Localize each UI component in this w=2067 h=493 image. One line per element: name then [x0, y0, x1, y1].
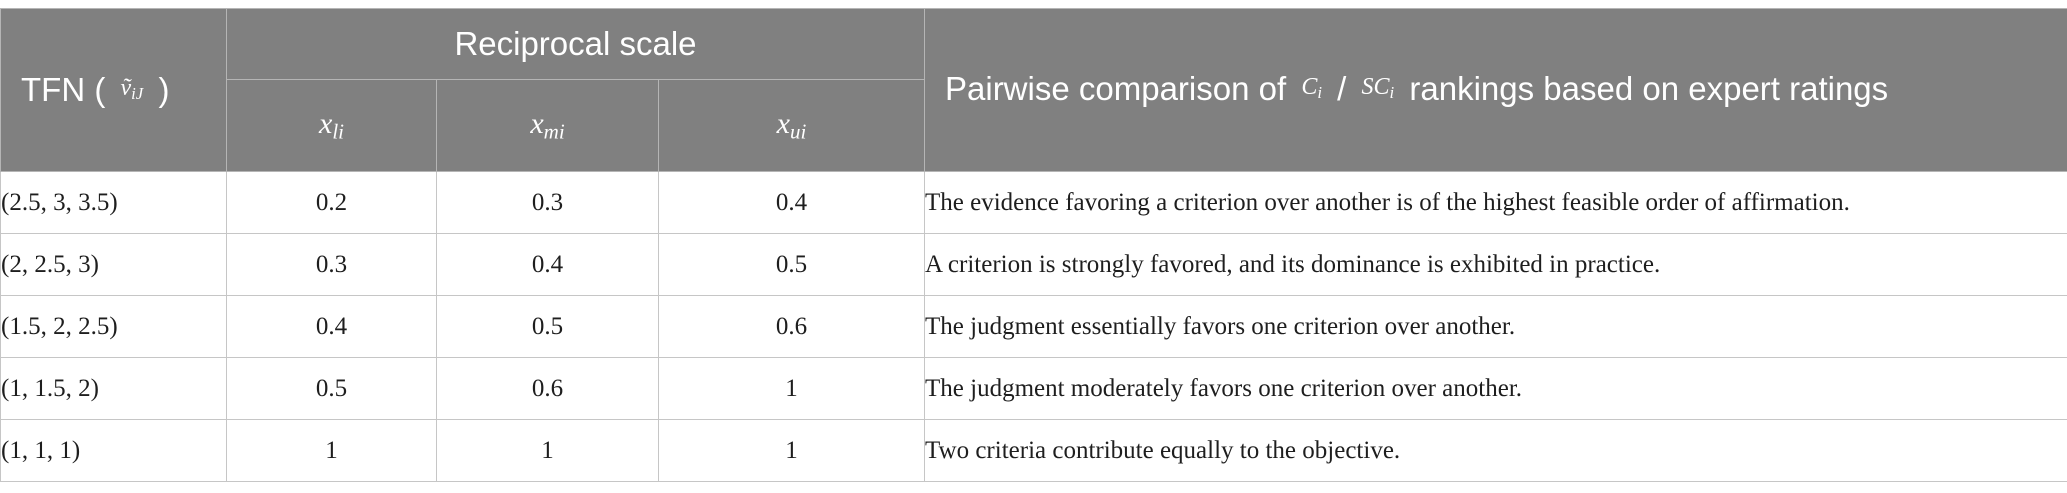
- c-symbol: Ci: [1295, 73, 1328, 103]
- tfn-cell: (1, 1, 1): [0, 419, 227, 482]
- reciprocal-scale-header: Reciprocal scale: [226, 8, 925, 80]
- xl-cell: 0.3: [226, 233, 437, 296]
- header-row-sub: xli xmi xui: [1, 79, 2067, 172]
- tfn-cell: (2, 2.5, 3): [0, 233, 227, 296]
- sc-symbol: SCi: [1356, 73, 1401, 103]
- xm-base: x: [530, 106, 544, 140]
- sc-symbol-sub: i: [1389, 83, 1395, 103]
- xl-cell: 0.2: [226, 171, 437, 234]
- description-cell: The judgment essentially favors one crit…: [924, 295, 2067, 358]
- tfn-label: TFN (: [21, 71, 106, 108]
- xm-symbol: xmi: [530, 106, 565, 144]
- xl-column-header: xli: [226, 79, 437, 172]
- xl-cell: 0.4: [226, 295, 437, 358]
- table-row: (2.5, 3, 3.5) 0.2 0.3 0.4 The evidence f…: [0, 171, 2067, 234]
- xl-base: x: [319, 106, 333, 140]
- xm-sub: mi: [543, 119, 565, 144]
- xu-cell: 0.5: [658, 233, 925, 296]
- table-row: (1.5, 2, 2.5) 0.4 0.5 0.6 The judgment e…: [0, 295, 2067, 358]
- tfn-cell: (1.5, 2, 2.5): [0, 295, 227, 358]
- xu-cell: 1: [658, 419, 925, 482]
- tfn-symbol-sub: iJ: [131, 84, 144, 104]
- xu-cell: 1: [658, 357, 925, 420]
- tfn-close: ): [158, 71, 170, 108]
- xm-cell: 0.3: [436, 171, 659, 234]
- description-suffix: rankings based on expert ratings: [1409, 69, 1889, 107]
- xu-cell: 0.4: [658, 171, 925, 234]
- xl-symbol: xli: [319, 106, 344, 144]
- tfn-column-header: TFN ( ṽiJ ): [0, 8, 227, 172]
- table-row: (2, 2.5, 3) 0.3 0.4 0.5 A criterion is s…: [0, 233, 2067, 296]
- description-prefix: Pairwise comparison of: [945, 69, 1287, 107]
- xm-cell: 1: [436, 419, 659, 482]
- xu-sub: ui: [789, 119, 807, 144]
- tfn-cell: (2.5, 3, 3.5): [0, 171, 227, 234]
- slash: /: [1337, 69, 1347, 107]
- description-cell: The judgment moderately favors one crite…: [924, 357, 2067, 420]
- tfn-table: TFN ( ṽiJ ) Reciprocal scale Pairwise co…: [0, 8, 2067, 482]
- xm-column-header: xmi: [436, 79, 659, 172]
- tfn-symbol-base: ṽ: [120, 75, 132, 101]
- xl-cell: 0.5: [226, 357, 437, 420]
- xu-base: x: [776, 106, 790, 140]
- c-symbol-sub: i: [1317, 83, 1322, 103]
- reciprocal-scale-label: Reciprocal scale: [454, 25, 697, 62]
- c-symbol-base: C: [1301, 73, 1318, 100]
- table-row: (1, 1.5, 2) 0.5 0.6 1 The judgment moder…: [0, 357, 2067, 420]
- tfn-symbol: ṽiJ: [114, 75, 149, 104]
- xu-symbol: xui: [776, 106, 807, 144]
- description-cell: Two criteria contribute equally to the o…: [924, 419, 2067, 482]
- description-cell: The evidence favoring a criterion over a…: [924, 171, 2067, 234]
- xm-cell: 0.5: [436, 295, 659, 358]
- xl-cell: 1: [226, 419, 437, 482]
- xl-sub: li: [332, 119, 344, 144]
- xm-cell: 0.4: [436, 233, 659, 296]
- tfn-cell: (1, 1.5, 2): [0, 357, 227, 420]
- sc-symbol-base: SC: [1361, 73, 1390, 100]
- xu-column-header: xui: [658, 79, 925, 172]
- header-row-top: TFN ( ṽiJ ) Reciprocal scale Pairwise co…: [0, 8, 2067, 172]
- table-row: (1, 1, 1) 1 1 1 Two criteria contribute …: [0, 419, 2067, 482]
- xu-cell: 0.6: [658, 295, 925, 358]
- xm-cell: 0.6: [436, 357, 659, 420]
- description-column-header: Pairwise comparison of Ci / SCi rankings…: [924, 8, 2067, 172]
- description-cell: A criterion is strongly favored, and its…: [924, 233, 2067, 296]
